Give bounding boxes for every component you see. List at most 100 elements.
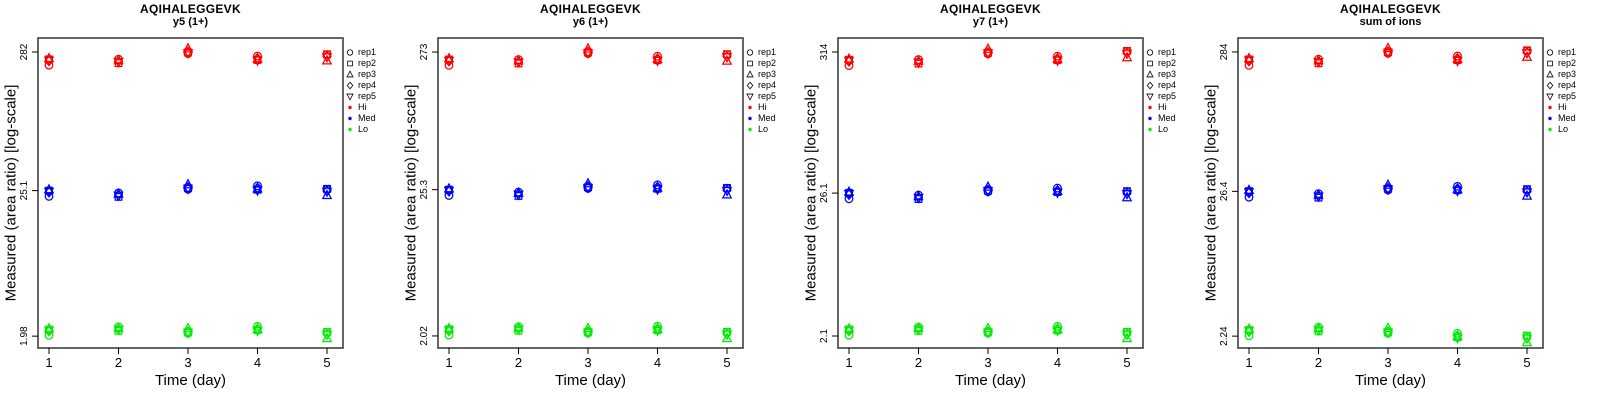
diamond-icon bbox=[1546, 81, 1554, 90]
point-Hi-day4-rep5 bbox=[252, 56, 263, 67]
point-Lo-day5-rep3 bbox=[1121, 332, 1133, 343]
legend-item-Med: Med bbox=[1544, 113, 1576, 124]
x-tick-label: 5 bbox=[1123, 355, 1130, 370]
legend-item-rep5: rep5 bbox=[1144, 91, 1176, 102]
point-Lo-day3-rep3 bbox=[182, 322, 194, 333]
point-Hi-day5-rep3 bbox=[1121, 51, 1133, 62]
point-Hi-day4-rep1 bbox=[1453, 51, 1462, 61]
point-Hi-day5-rep3 bbox=[721, 54, 733, 65]
point-Med-day3-rep5 bbox=[1382, 185, 1394, 196]
point-Med-day4-rep1 bbox=[1453, 181, 1462, 191]
point-Med-day1-rep5 bbox=[843, 189, 855, 200]
legend-item-rep5: rep5 bbox=[1544, 91, 1576, 102]
point-Lo-day1-rep5 bbox=[1243, 327, 1255, 338]
dot-icon bbox=[1148, 105, 1152, 110]
legend-label: Hi bbox=[1158, 102, 1167, 112]
panel-y7: AQIHALEGGEVK y7 (1+) Measured (area rati… bbox=[800, 0, 1200, 400]
legend: rep1 rep2 rep3 rep4 rep5 Hi Med Lo bbox=[1544, 47, 1576, 135]
triangle-down-icon bbox=[1146, 93, 1154, 101]
x-tick-label: 4 bbox=[1054, 355, 1061, 370]
dot-icon bbox=[1148, 116, 1152, 121]
legend-label: rep3 bbox=[758, 69, 777, 79]
triangle-up-icon bbox=[1146, 70, 1154, 78]
point-Med-day5-rep5 bbox=[721, 186, 733, 197]
point-Med-day3-rep5 bbox=[982, 187, 994, 198]
point-Med-day3-rep3 bbox=[182, 178, 194, 189]
x-tick-label: 2 bbox=[515, 355, 522, 370]
point-Hi-day5-rep3 bbox=[321, 54, 333, 65]
point-Med-day2-rep5 bbox=[1313, 192, 1324, 203]
point-Lo-day4-rep5 bbox=[1052, 326, 1063, 337]
point-Med-day5-rep5 bbox=[1521, 188, 1533, 199]
plot-area: 2.24 26.4 284 1 2 3 4 5 bbox=[1219, 37, 1544, 370]
point-Lo-day3-rep5 bbox=[982, 328, 994, 339]
point-Lo-day5-rep5 bbox=[1521, 334, 1533, 345]
legend-item-rep3: rep3 bbox=[744, 69, 776, 80]
point-Med-day1-rep5 bbox=[1243, 188, 1255, 199]
dot-icon bbox=[1148, 127, 1152, 132]
panel-title-block: AQIHALEGGEVK y6 (1+) bbox=[438, 3, 743, 29]
y-tick-label: 282 bbox=[19, 43, 30, 60]
point-Med-day3-rep5 bbox=[182, 184, 194, 195]
y-tick-label: 2.02 bbox=[419, 326, 430, 346]
panel-y5: AQIHALEGGEVK y5 (1+) Measured (area rati… bbox=[0, 0, 400, 400]
circle-icon bbox=[1546, 49, 1554, 56]
legend-label: Lo bbox=[358, 124, 369, 134]
legend-item-rep2: rep2 bbox=[1144, 58, 1176, 69]
x-tick-label: 1 bbox=[45, 355, 52, 370]
point-Hi-day2-rep5 bbox=[113, 57, 124, 68]
x-tick-label: 4 bbox=[254, 355, 261, 370]
circle-icon bbox=[346, 49, 354, 56]
legend-item-Hi: Hi bbox=[1544, 102, 1576, 113]
legend-item-Med: Med bbox=[744, 113, 776, 124]
legend-label: rep4 bbox=[758, 80, 777, 90]
point-Hi-day2-rep5 bbox=[913, 58, 924, 69]
point-Lo-day1-rep3 bbox=[843, 322, 855, 333]
diamond-icon bbox=[746, 81, 754, 90]
point-Hi-day4-rep1 bbox=[653, 51, 662, 61]
legend-item-rep1: rep1 bbox=[744, 47, 776, 58]
legend-label: rep3 bbox=[1558, 69, 1577, 79]
legend-item-rep2: rep2 bbox=[344, 58, 376, 69]
point-Hi-day4-rep1 bbox=[253, 51, 262, 61]
legend-item-rep5: rep5 bbox=[744, 91, 776, 102]
panel-title-block: AQIHALEGGEVK y7 (1+) bbox=[838, 3, 1143, 29]
dot-icon bbox=[748, 127, 752, 132]
legend-item-Lo: Lo bbox=[744, 124, 776, 135]
legend-item-rep1: rep1 bbox=[1544, 47, 1576, 58]
legend-label: Hi bbox=[758, 102, 767, 112]
legend-label: rep2 bbox=[1558, 58, 1577, 68]
dot-icon bbox=[1548, 127, 1552, 132]
plot-area: 1.98 25.1 282 1 2 3 4 5 bbox=[19, 37, 344, 370]
dot-icon bbox=[1548, 116, 1552, 121]
square-icon bbox=[1547, 60, 1553, 67]
x-axis-label: Time (day) bbox=[1354, 372, 1427, 389]
diamond-icon bbox=[1146, 81, 1154, 90]
point-Med-day5-rep5 bbox=[1121, 189, 1133, 200]
legend-label: Med bbox=[1558, 113, 1576, 123]
y-tick-label: 25.3 bbox=[419, 180, 430, 200]
point-Lo-day3-rep5 bbox=[1382, 328, 1394, 339]
point-Lo-day4-rep5 bbox=[252, 326, 263, 337]
x-tick-label: 2 bbox=[1315, 355, 1322, 370]
point-Hi-day4-rep4 bbox=[1452, 52, 1463, 64]
point-Hi-day1-rep5 bbox=[43, 56, 55, 67]
dot-icon bbox=[1548, 105, 1552, 110]
point-Med-day4-rep5 bbox=[252, 186, 263, 197]
point-Hi-day3-rep3 bbox=[582, 42, 594, 53]
legend-label: rep1 bbox=[1158, 47, 1177, 57]
legend-label: rep2 bbox=[758, 58, 777, 68]
x-tick-label: 4 bbox=[1454, 355, 1461, 370]
legend-item-rep3: rep3 bbox=[1144, 69, 1176, 80]
x-tick-label: 3 bbox=[984, 355, 991, 370]
point-Lo-day5-rep5 bbox=[1121, 330, 1133, 341]
point-Med-day5-rep3 bbox=[721, 188, 733, 199]
x-tick-label: 2 bbox=[915, 355, 922, 370]
legend-label: rep4 bbox=[1158, 80, 1177, 90]
point-Lo-day3-rep3 bbox=[982, 322, 994, 333]
x-axis-label: Time (day) bbox=[154, 372, 227, 389]
triangle-up-icon bbox=[1546, 70, 1554, 78]
legend-label: rep5 bbox=[1558, 91, 1577, 101]
legend-label: rep3 bbox=[358, 69, 377, 79]
point-Med-day4-rep5 bbox=[652, 185, 663, 196]
